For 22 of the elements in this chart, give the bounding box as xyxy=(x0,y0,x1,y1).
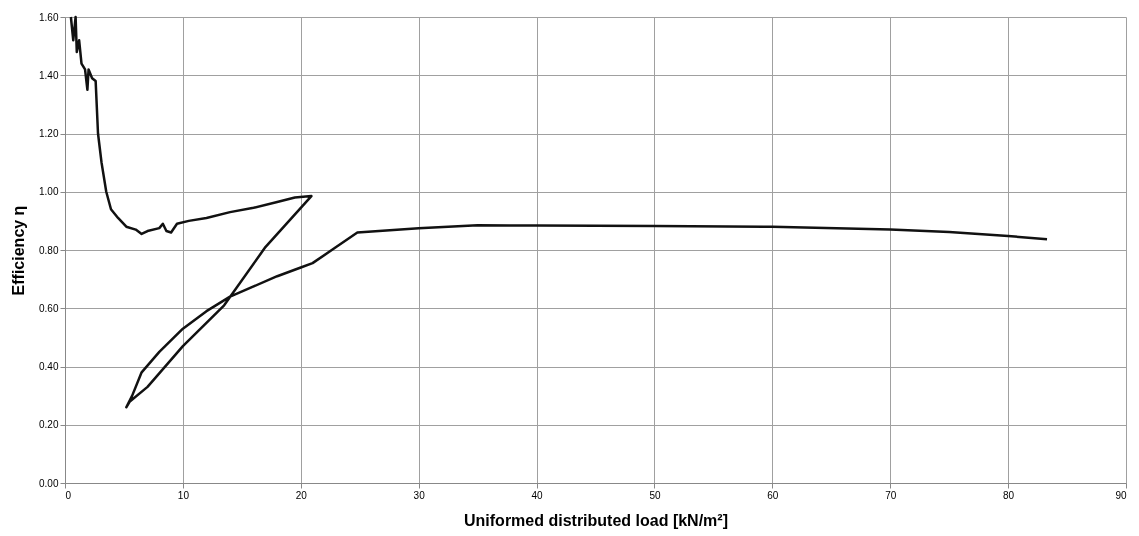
x-tick-label: 60 xyxy=(767,489,779,501)
y-tick-label: 0.00 xyxy=(39,477,59,489)
x-tick-label: 70 xyxy=(885,489,897,501)
y-tick-label: 0.20 xyxy=(39,419,59,431)
x-tick-label: 20 xyxy=(295,489,308,501)
line-series xyxy=(69,15,1049,409)
x-tick-label: 50 xyxy=(649,489,661,501)
y-tick-label: 1.60 xyxy=(39,11,59,23)
y-tick-label: 1.40 xyxy=(39,69,59,81)
x-tick-label: 90 xyxy=(1115,489,1127,501)
y-tick-label: 0.60 xyxy=(39,302,59,314)
x-axis-title: Uniformed distributed load [kN/m²] xyxy=(464,511,728,529)
x-tick-label: 10 xyxy=(177,489,190,501)
y-tick-label: 1.20 xyxy=(39,128,59,139)
y-tick-label: 0.40 xyxy=(39,361,59,372)
y-tick-label: 1.00 xyxy=(39,186,59,198)
x-tick-label: 40 xyxy=(531,489,544,501)
x-tick-label: 0 xyxy=(65,489,72,501)
x-tick-label: 80 xyxy=(1003,489,1015,501)
x-tick-label: 30 xyxy=(413,489,426,501)
y-axis-title: Efficiency η xyxy=(10,205,28,296)
y-tick-label: 0.80 xyxy=(39,244,59,256)
